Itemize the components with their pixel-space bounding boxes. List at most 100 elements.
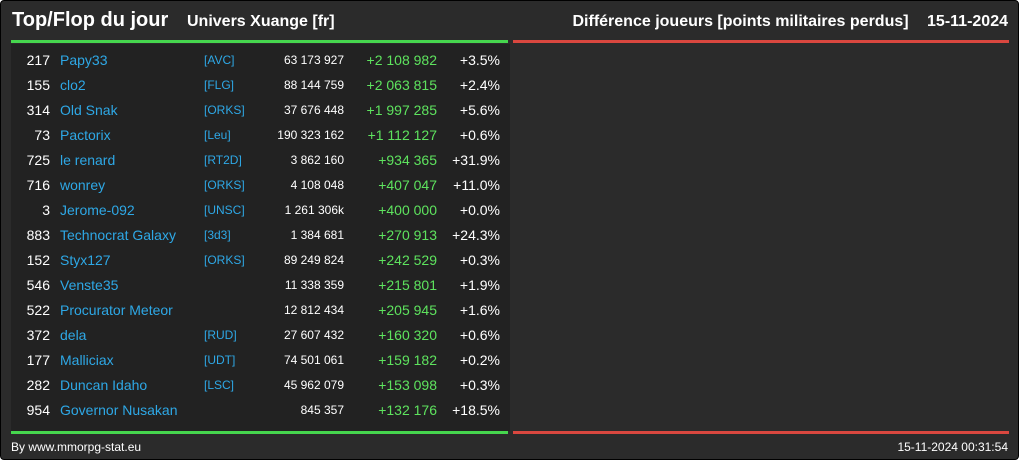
alliance-tag-link[interactable]: [UNSC] <box>204 203 245 217</box>
percent-change: +31.9% <box>452 152 500 168</box>
alliance-tag-link[interactable]: [FLG] <box>204 78 235 92</box>
player-name-link[interactable]: Styx127 <box>60 252 111 268</box>
player-name-link[interactable]: clo2 <box>60 77 86 93</box>
player-total-points: 89 249 824 <box>283 253 344 267</box>
percent-change: +2.4% <box>459 77 500 93</box>
player-rank: 217 <box>26 52 50 68</box>
table-row: 522 Procurator Meteor 12 812 434 +205 945 +1… <box>11 298 510 323</box>
player-name-link[interactable]: Pactorix <box>60 127 111 143</box>
top-accent-bar-lower <box>11 431 508 434</box>
table-row: 73 Pactorix [Leu] 190 323 162 +1 112 127 +0.6… <box>11 123 510 148</box>
generated-timestamp: 15-11-2024 00:31:54 <box>897 440 1008 454</box>
points-difference: +205 945 <box>378 302 437 318</box>
points-difference: +270 913 <box>378 227 437 243</box>
player-rank: 954 <box>26 402 50 418</box>
flop-accent-bar-lower <box>513 431 1009 434</box>
player-name-link[interactable]: Papy33 <box>60 52 108 68</box>
player-name-link[interactable]: Venste35 <box>60 277 119 293</box>
player-name-link[interactable]: Malliciax <box>60 352 114 368</box>
header-right: Différence joueurs [points militaires pe… <box>573 13 1009 31</box>
player-total-points: 4 108 048 <box>290 178 344 192</box>
table-row: 177 Malliciax [UDT] 74 501 061 +159 182 +0.2% <box>11 348 510 373</box>
percent-change: +0.2% <box>459 352 500 368</box>
table-row: 282 Duncan Idaho [LSC] 45 962 079 +153 098 +0… <box>11 373 510 398</box>
player-name-link[interactable]: Procurator Meteor <box>60 302 173 318</box>
percent-change: +0.0% <box>459 202 500 218</box>
player-total-points: 45 962 079 <box>283 378 344 392</box>
player-name-link[interactable]: Governor Nusakan <box>60 402 178 418</box>
player-name-link[interactable]: Duncan Idaho <box>60 377 148 393</box>
alliance-tag-link[interactable]: [RT2D] <box>204 153 242 167</box>
player-total-points: 3 862 160 <box>290 153 344 167</box>
percent-change: +1.9% <box>459 277 500 293</box>
table-row: 716 wonrey [ORKS] 4 108 048 +407 047 +11.0% <box>11 173 510 198</box>
player-total-points: 12 812 434 <box>283 303 344 317</box>
player-total-points: 1 384 681 <box>290 228 344 242</box>
header-date: 15-11-2024 <box>927 13 1008 30</box>
points-difference: +1 112 127 <box>367 127 437 143</box>
points-difference: +400 000 <box>378 202 437 218</box>
universe-label: Univers Xuange [fr] <box>187 13 335 30</box>
widget-title: Top/Flop du jour <box>12 9 169 31</box>
player-rank: 3 <box>42 202 50 218</box>
table-row: 152 Styx127 [ORKS] 89 249 824 +242 529 +0.3% <box>11 248 510 273</box>
player-total-points: 74 501 061 <box>283 353 344 367</box>
player-name-link[interactable]: le renard <box>60 152 116 168</box>
flop-players-panel <box>513 44 1009 431</box>
alliance-tag-link[interactable]: [RUD] <box>204 328 237 342</box>
percent-change: +1.6% <box>459 302 500 318</box>
alliance-tag-link[interactable]: [AVC] <box>204 53 235 67</box>
player-rank: 152 <box>26 252 50 268</box>
player-rank: 883 <box>26 227 50 243</box>
percent-change: +0.3% <box>459 377 500 393</box>
points-difference: +2 108 982 <box>366 52 437 68</box>
table-row: 883 Technocrat Galaxy [3d3] 1 384 681 +270 9… <box>11 223 510 248</box>
player-name-link[interactable]: dela <box>60 327 87 343</box>
points-difference: +1 997 285 <box>366 102 437 118</box>
alliance-tag-link[interactable]: [LSC] <box>204 378 235 392</box>
player-rank: 546 <box>26 277 50 293</box>
points-difference: +160 320 <box>378 327 437 343</box>
percent-change: +0.6% <box>459 327 500 343</box>
flop-accent-bar-upper <box>513 40 1009 43</box>
percent-change: +0.3% <box>459 252 500 268</box>
top-players-panel: 217 Papy33 [AVC] 63 173 927 +2 108 982 +3.5% 1… <box>11 44 510 431</box>
alliance-tag-link[interactable]: [3d3] <box>204 228 231 242</box>
table-row: 954 Governor Nusakan 845 357 +132 176 +18.5% <box>11 398 510 423</box>
percent-change: +3.5% <box>459 52 500 68</box>
alliance-tag-link[interactable]: [ORKS] <box>204 103 245 117</box>
player-name-link[interactable]: wonrey <box>60 177 106 193</box>
points-difference: +242 529 <box>378 252 437 268</box>
percent-change: +18.5% <box>452 402 500 418</box>
table-row: 546 Venste35 11 338 359 +215 801 +1.9% <box>11 273 510 298</box>
table-row: 3 Jerome-092 [UNSC] 1 261 306k +400 000 +0.0% <box>11 198 510 223</box>
player-rank: 314 <box>26 102 50 118</box>
table-row: 155 clo2 [FLG] 88 144 759 +2 063 815 +2.4% <box>11 73 510 98</box>
source-link[interactable]: By www.mmorpg-stat.eu <box>11 440 142 454</box>
alliance-tag-link[interactable]: [Leu] <box>204 128 231 142</box>
player-rank: 725 <box>26 152 50 168</box>
percent-change: +24.3% <box>452 227 500 243</box>
points-difference: +132 176 <box>378 402 437 418</box>
alliance-tag-link[interactable]: [UDT] <box>204 353 236 367</box>
player-rank: 522 <box>26 302 50 318</box>
player-total-points: 845 357 <box>300 403 344 417</box>
alliance-tag-link[interactable]: [ORKS] <box>204 253 245 267</box>
player-total-points: 27 607 432 <box>283 328 344 342</box>
player-total-points: 11 338 359 <box>284 278 344 292</box>
top-accent-bar-upper <box>11 40 508 43</box>
player-name-link[interactable]: Technocrat Galaxy <box>60 227 176 243</box>
alliance-tag-link[interactable]: [ORKS] <box>204 178 245 192</box>
table-row: 314 Old Snak [ORKS] 37 676 448 +1 997 285 +5.… <box>11 98 510 123</box>
points-difference: +215 801 <box>378 277 437 293</box>
player-rank: 716 <box>26 177 50 193</box>
player-name-link[interactable]: Jerome-092 <box>60 202 135 218</box>
percent-change: +0.6% <box>459 127 500 143</box>
player-rank: 177 <box>26 352 50 368</box>
metric-label: Différence joueurs [points militaires pe… <box>572 13 909 30</box>
player-rank: 372 <box>26 327 50 343</box>
points-difference: +407 047 <box>378 177 437 193</box>
table-row: 725 le renard [RT2D] 3 862 160 +934 365 +31.9… <box>11 148 510 173</box>
player-name-link[interactable]: Old Snak <box>60 102 118 118</box>
